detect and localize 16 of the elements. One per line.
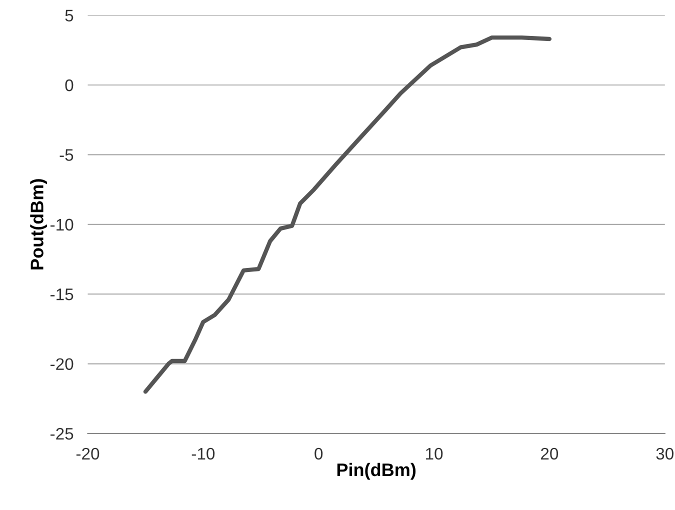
y-tick-label: 5: [65, 10, 74, 22]
y-tick-label: -15: [50, 288, 74, 300]
y-tick-label: 0: [65, 79, 74, 92]
x-tick-label: -10: [192, 448, 215, 460]
line-series: [143, 36, 552, 394]
y-tick-label: -25: [50, 428, 74, 440]
y-axis-title: Pout(dBm): [30, 179, 47, 270]
x-tick-label: -20: [76, 448, 100, 460]
y-tick-label: -10: [50, 218, 74, 231]
x-axis-title: Pin(dBm): [337, 462, 416, 480]
x-tick-label: 0: [314, 448, 323, 460]
x-tick-label: 30: [656, 448, 674, 460]
y-tick-label: -20: [50, 358, 74, 370]
y-tick-label: -5: [60, 149, 74, 161]
x-tick-label: 10: [426, 448, 443, 460]
x-tick-label: 20: [541, 448, 558, 460]
